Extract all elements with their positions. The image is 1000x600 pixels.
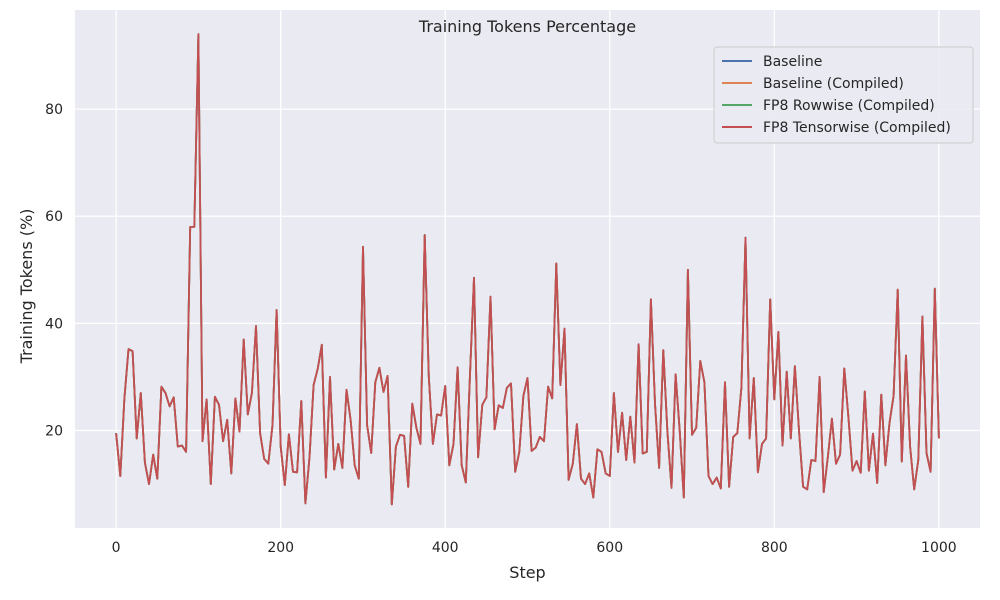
y-axis-label: Training Tokens (%)	[17, 209, 36, 365]
x-tick-label: 400	[432, 540, 459, 556]
legend-box	[713, 46, 974, 144]
x-tick-label: 1000	[921, 540, 957, 556]
y-tick-label: 20	[45, 424, 63, 440]
x-tick-label: 200	[267, 540, 294, 556]
x-tick-label: 0	[112, 540, 121, 556]
legend-label: Baseline (Compiled)	[763, 76, 904, 92]
chart-title: Training Tokens Percentage	[418, 17, 636, 36]
y-tick-labels: 20 40 60 80	[45, 102, 63, 439]
legend: Baseline Baseline (Compiled) FP8 Rowwise (…	[713, 46, 974, 144]
legend-label: FP8 Rowwise (Compiled)	[763, 98, 935, 114]
x-axis-label: Step	[509, 563, 545, 582]
legend-label: Baseline	[763, 54, 822, 70]
y-tick-label: 60	[45, 209, 63, 225]
legend-label: FP8 Tensorwise (Compiled)	[763, 120, 951, 136]
series-line-3: FP8 Tensorwise (Compiled)	[115, 33, 940, 506]
x-tick-labels: 0 200 400 600 800 1000	[112, 540, 957, 556]
x-tick-label: 800	[761, 540, 788, 556]
x-tick-label: 600	[596, 540, 623, 556]
y-tick-label: 40	[45, 316, 63, 332]
series-lines: Baseline Baseline (Compiled) FP8 Rowwise (…	[115, 33, 940, 506]
y-tick-label: 80	[45, 102, 63, 118]
